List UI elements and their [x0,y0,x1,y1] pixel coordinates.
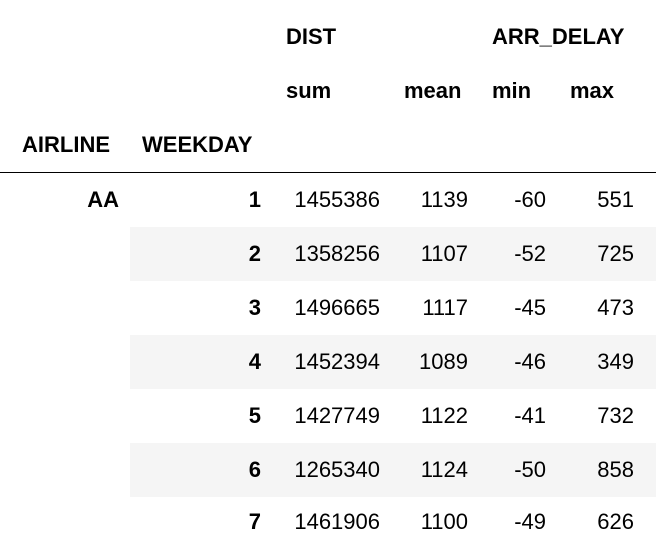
airline-index-cell [0,227,119,281]
arr-delay-min-cell: -50 [514,457,546,482]
weekday-index-cell: 5 [248,403,261,428]
dist-sum-cell: 1265340 [294,457,380,482]
table-row: 5 1427749 1122 -41 732 [0,389,656,443]
arr-delay-min-cell: -49 [514,509,546,534]
table-row: 3 1496665 1117 -45 473 [0,281,656,335]
column-group-dist: DIST [286,24,337,49]
airline-index-cell [0,443,119,497]
arr-delay-max-cell: 551 [597,187,634,212]
dist-sum-cell: 1452394 [294,349,380,374]
weekday-index-cell: 2 [248,241,261,266]
index-name-airline: AIRLINE [22,132,110,157]
column-mean: mean [404,78,462,103]
table-row: 4 1452394 1089 -46 349 [0,335,656,389]
arr-delay-max-cell: 725 [597,241,634,266]
arr-delay-min-cell: -60 [514,187,546,212]
header-divider [0,172,656,173]
table-row: AA 1 1455386 1139 -60 551 [0,173,656,227]
weekday-index-cell: 7 [248,509,261,534]
dist-mean-cell: 1089 [419,349,468,374]
table-row: 2 1358256 1107 -52 725 [0,227,656,281]
dist-mean-cell: 1124 [420,457,468,482]
dist-sum-cell: 1358256 [294,241,380,266]
weekday-index-cell: 4 [248,349,261,374]
arr-delay-max-cell: 732 [597,403,634,428]
dist-mean-cell: 1107 [420,241,468,266]
row-stripe [130,227,656,281]
airline-index-cell: AA [87,187,119,212]
dist-sum-cell: 1427749 [294,403,380,428]
arr-delay-max-cell: 858 [597,457,634,482]
dist-mean-cell: 1139 [420,187,468,212]
dist-sum-cell: 1461906 [294,509,380,534]
column-sum: sum [286,78,332,103]
airline-index-cell [0,389,119,443]
arr-delay-max-cell: 349 [597,349,634,374]
weekday-index-cell: 6 [248,457,261,482]
column-max: max [570,78,615,103]
index-name-weekday: WEEKDAY [142,132,253,157]
arr-delay-min-cell: -52 [514,241,546,266]
dist-sum-cell: 1496665 [294,295,380,320]
arr-delay-min-cell: -45 [514,295,546,320]
dist-mean-cell: 1117 [422,295,468,320]
column-min: min [492,78,532,103]
arr-delay-max-cell: 626 [597,509,634,534]
airline-index-cell [0,281,119,335]
row-stripe [130,335,656,389]
airline-index-cell [0,335,119,389]
dist-sum-cell: 1455386 [294,187,380,212]
dist-mean-cell: 1100 [420,509,468,534]
airline-index-cell [0,495,119,549]
column-group-arr-delay: ARR_DELAY [492,24,625,49]
table-row: 6 1265340 1124 -50 858 [0,443,656,497]
dist-mean-cell: 1122 [420,403,468,428]
row-stripe [130,443,656,497]
weekday-index-cell: 3 [248,295,261,320]
table-row: 7 1461906 1100 -49 626 [0,495,656,549]
arr-delay-max-cell: 473 [597,295,634,320]
weekday-index-cell: 1 [248,187,261,212]
arr-delay-min-cell: -46 [514,349,546,374]
arr-delay-min-cell: -41 [514,403,546,428]
